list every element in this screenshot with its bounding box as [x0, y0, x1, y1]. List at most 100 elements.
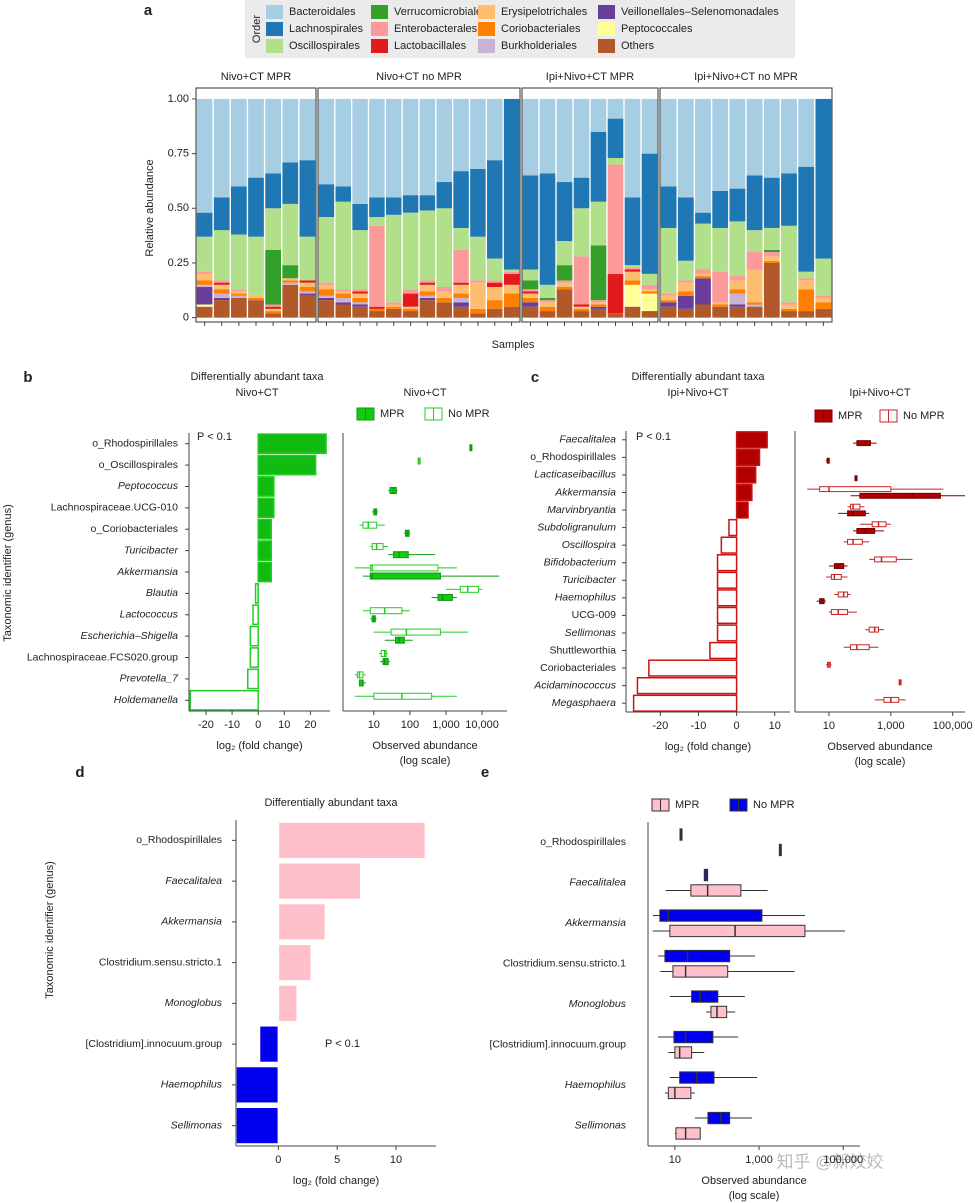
annotation: P < 0.1	[197, 431, 232, 443]
bar-segment	[522, 98, 539, 176]
bar	[716, 606, 738, 625]
legend-swatch	[266, 39, 283, 53]
bar-segment	[419, 284, 436, 292]
bar-segment	[213, 293, 230, 298]
bar-segment	[335, 302, 351, 305]
legend-label: MPR	[675, 799, 700, 811]
bar-segment	[352, 291, 368, 294]
bar-segment	[573, 256, 590, 305]
bar-segment	[695, 276, 711, 279]
bar-segment	[607, 157, 624, 165]
bar-segment	[436, 182, 452, 209]
y-axis-label: Taxonomic identifier (genus)	[2, 504, 14, 642]
bar-segment	[352, 297, 368, 303]
category-label: Megasphaera	[552, 697, 616, 709]
x-tick-label: 5	[334, 1154, 340, 1166]
bar-segment	[746, 306, 763, 318]
bar-segment	[196, 98, 213, 213]
bar-segment	[695, 223, 711, 270]
bar-segment	[729, 221, 746, 277]
category-label: Turicibacter	[562, 574, 617, 586]
bar-segment	[318, 300, 335, 318]
bar-segment	[453, 284, 469, 294]
category-label: Marvinbryantia	[547, 504, 616, 516]
bar	[277, 984, 298, 1023]
bar-segment	[318, 98, 335, 185]
category-label: Subdoligranulum	[537, 521, 616, 533]
x-axis-label: log₂ (fold change)	[216, 740, 302, 752]
bar-segment	[624, 267, 641, 270]
bar-segment	[798, 289, 815, 312]
bar-segment	[402, 311, 419, 318]
bar-segment	[230, 297, 247, 318]
bar-segment	[590, 201, 607, 246]
bar-segment	[624, 306, 641, 318]
bar-segment	[729, 306, 746, 318]
bar	[709, 641, 738, 660]
bar-segment	[386, 197, 402, 215]
box	[673, 1030, 714, 1044]
bar-segment	[470, 308, 486, 314]
box	[856, 440, 871, 447]
x-tick-label: 1,000	[877, 720, 905, 732]
category-label: Lactococcus	[120, 609, 179, 621]
bar-segment	[318, 295, 335, 298]
legend-label: MPR	[838, 410, 863, 422]
bar-segment	[677, 308, 694, 318]
box	[830, 609, 849, 616]
box	[874, 556, 897, 563]
bar-segment	[299, 160, 316, 237]
bar	[277, 821, 427, 860]
legend-swatch	[371, 22, 388, 36]
bar-segment	[763, 98, 780, 178]
legend-label: Lactobacillales	[394, 40, 467, 52]
x-axis-label-2: (log scale)	[400, 755, 451, 767]
bar-segment	[677, 291, 694, 296]
bar	[735, 483, 753, 502]
category-label: Akkermansia	[564, 917, 626, 929]
bar-segment	[677, 295, 694, 309]
bar-segment	[318, 284, 335, 290]
x-axis-label: Observed abundance	[701, 1175, 806, 1187]
bar-segment	[798, 278, 815, 281]
legend-swatch	[266, 22, 283, 36]
bar	[277, 943, 313, 982]
bar-segment	[607, 118, 624, 158]
bar-segment	[641, 153, 658, 274]
box	[369, 572, 441, 580]
bar-segment	[335, 186, 351, 202]
legend-title: Order	[251, 15, 263, 43]
bar-segment	[230, 291, 247, 294]
bar-segment	[487, 160, 503, 259]
panel-letter: e	[481, 764, 489, 781]
box	[707, 1111, 731, 1125]
bar-segment	[556, 282, 573, 288]
box	[437, 593, 453, 601]
bar-segment	[522, 291, 539, 294]
bar-segment	[470, 98, 486, 169]
bar-segment	[386, 98, 402, 198]
bar	[257, 433, 327, 455]
chart-subtitle: Nivo+CT	[235, 387, 278, 399]
bar-segment	[196, 280, 213, 285]
bar-segment	[299, 98, 316, 161]
bar-segment	[522, 297, 539, 303]
bar-segment	[712, 304, 729, 307]
legend-label: Oscillospirales	[289, 40, 360, 52]
bar-segment	[230, 234, 247, 290]
box	[667, 1086, 692, 1100]
box	[691, 990, 719, 1003]
bar-segment	[196, 273, 213, 281]
chart-title: Differentially abundant taxa	[190, 371, 324, 383]
box	[690, 884, 742, 897]
x-axis-label: Observed abundance	[372, 740, 477, 752]
bar-segment	[624, 197, 641, 266]
bar-segment	[539, 284, 556, 298]
bar-segment	[299, 295, 316, 318]
box	[675, 1127, 701, 1140]
bar-segment	[196, 287, 213, 305]
bar-segment	[503, 293, 520, 307]
category-label: o_Coriobacteriales	[90, 523, 178, 535]
bar-segment	[230, 186, 247, 235]
